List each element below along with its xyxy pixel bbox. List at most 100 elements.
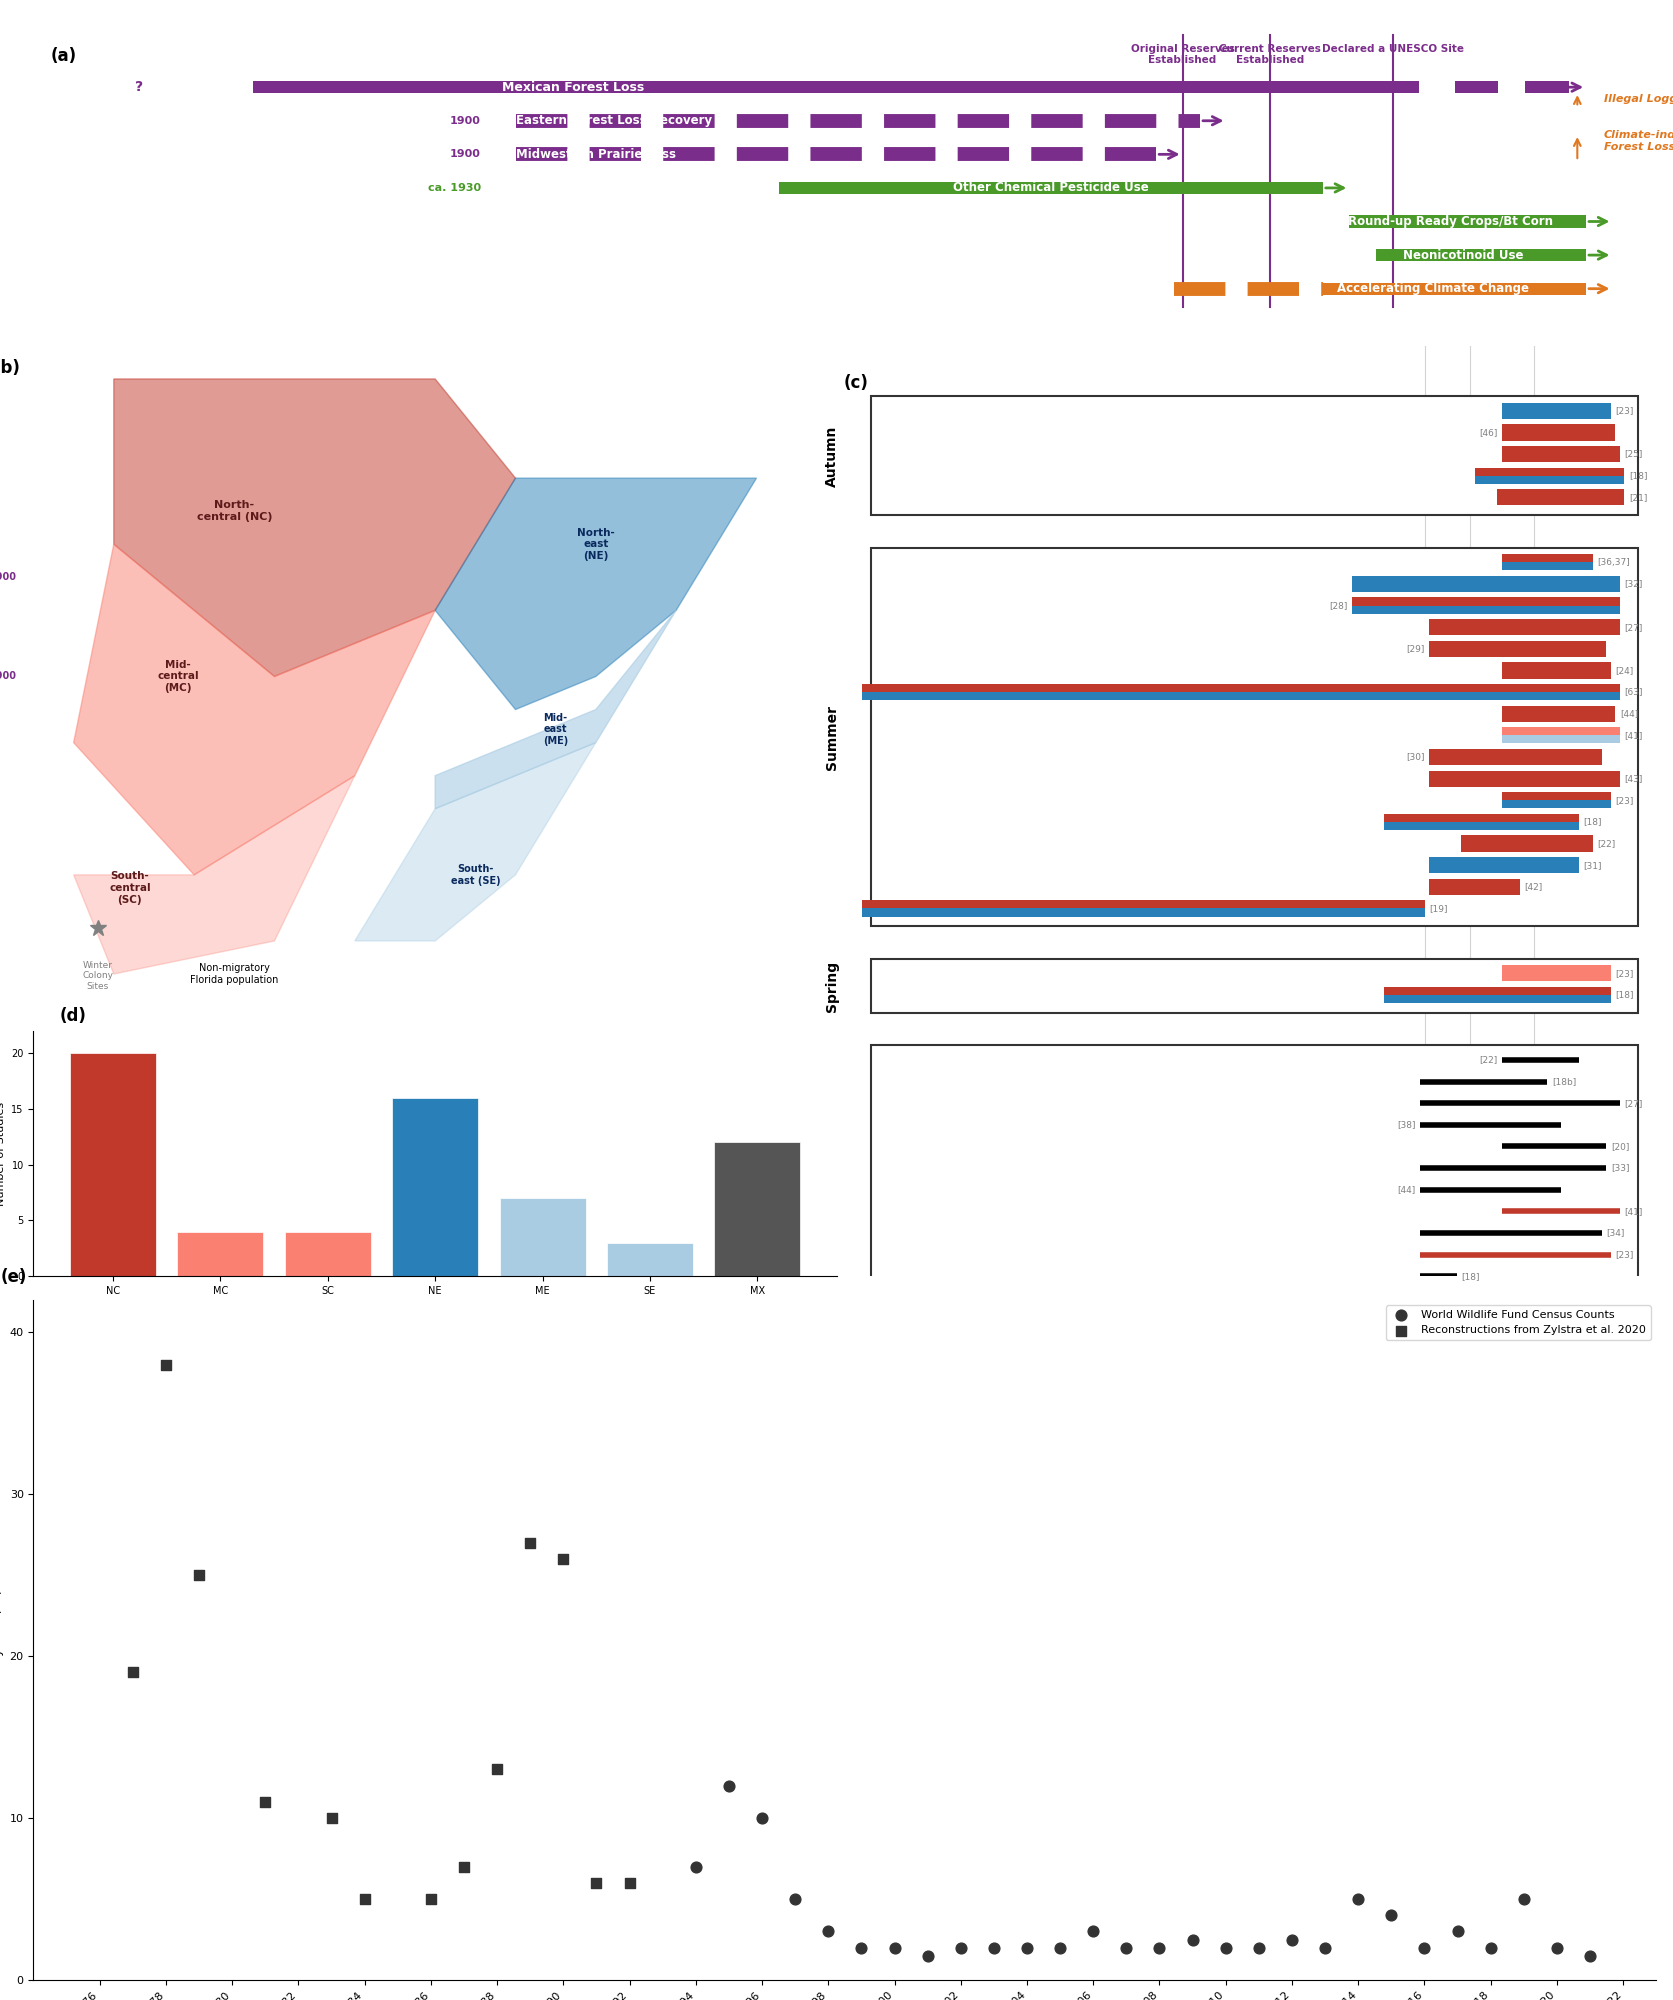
FancyBboxPatch shape [1461,836,1593,852]
Text: North-
central (NC): North- central (NC) [196,500,273,522]
FancyBboxPatch shape [1429,620,1619,636]
World Wildlife Fund Census Counts [1576,1940,1603,1972]
World Wildlife Fund Census Counts [1179,1924,1206,1956]
Text: (c): (c) [843,374,868,392]
Text: [19]: [19] [1429,904,1447,912]
FancyBboxPatch shape [1429,878,1521,894]
Bar [714,1142,800,1276]
FancyBboxPatch shape [1502,706,1616,722]
Text: Summer: Summer [825,704,840,770]
Text: [29]: [29] [1407,644,1425,654]
Reconstructions from Zylstra et al. 2020 [450,1850,477,1882]
Text: [23]: [23] [1616,968,1635,978]
Text: (a): (a) [50,46,77,64]
Text: Spring: Spring [825,960,840,1012]
Text: Neonicotinoid Use: Neonicotinoid Use [1404,248,1524,262]
World Wildlife Fund Census Counts [1444,1916,1471,1948]
Reconstructions from Zylstra et al. 2020 [253,1786,279,1818]
FancyBboxPatch shape [1524,82,1569,94]
FancyBboxPatch shape [1502,402,1611,418]
Text: (d): (d) [59,1008,85,1026]
Reconstructions from Zylstra et al. 2020 [418,1884,445,1916]
Y-axis label: Mexican Overwintering
Colony Size (ha): Mexican Overwintering Colony Size (ha) [0,1568,3,1712]
Text: [38]: [38] [1397,1120,1415,1130]
Text: [33]: [33] [1611,1164,1630,1172]
Text: Winter
Colony
Sites: Winter Colony Sites [82,960,114,990]
Polygon shape [114,378,515,676]
Reconstructions from Zylstra et al. 2020 [616,1866,642,1898]
Text: [28]: [28] [1330,602,1348,610]
Reconstructions from Zylstra et al. 2020 [483,1754,510,1786]
Text: Mexican Forest Loss: Mexican Forest Loss [502,80,644,94]
Text: Round-up Ready Crops/Bt Corn: Round-up Ready Crops/Bt Corn [1348,216,1553,228]
FancyBboxPatch shape [1384,822,1579,830]
Text: Accelerating Climate Change: Accelerating Climate Change [1337,282,1529,296]
FancyBboxPatch shape [1502,792,1611,800]
Text: Original Reserves
Established: Original Reserves Established [1131,44,1235,66]
Text: [18]: [18] [1630,472,1648,480]
Text: [23]: [23] [1616,1250,1635,1260]
Polygon shape [74,776,355,974]
Text: [23]: [23] [1616,796,1635,804]
Bar [177,1232,263,1276]
Reconstructions from Zylstra et al. 2020 [119,1656,146,1688]
Text: [18]: [18] [1461,1272,1479,1280]
World Wildlife Fund Census Counts [1511,1884,1537,1916]
World Wildlife Fund Census Counts [980,1932,1007,1964]
World Wildlife Fund Census Counts [1245,1932,1271,1964]
Text: [22]: [22] [1598,840,1616,848]
FancyBboxPatch shape [1502,800,1611,808]
Text: ?: ? [134,80,142,94]
Text: (e): (e) [2,1268,27,1286]
Text: 1900: 1900 [450,150,480,160]
FancyBboxPatch shape [862,692,1619,700]
Polygon shape [355,742,596,940]
FancyBboxPatch shape [1502,736,1619,744]
FancyBboxPatch shape [1384,996,1611,1004]
Text: (b): (b) [0,360,20,378]
Text: Eastern Forest Loss/Recovery: Eastern Forest Loss/Recovery [515,114,713,128]
World Wildlife Fund Census Counts [1410,1932,1437,1964]
Text: [63]: [63] [1624,688,1643,696]
Bar [500,1198,586,1276]
FancyBboxPatch shape [1429,640,1606,656]
World Wildlife Fund Census Counts [1345,1884,1372,1916]
World Wildlife Fund Census Counts [1213,1932,1240,1964]
World Wildlife Fund Census Counts [1146,1932,1173,1964]
Bar [607,1242,693,1276]
Text: [24]: [24] [1616,666,1633,674]
Text: [23]: [23] [1616,406,1635,416]
FancyBboxPatch shape [1352,606,1619,614]
FancyBboxPatch shape [862,908,1425,916]
Bar [70,1054,156,1276]
Reconstructions from Zylstra et al. 2020 [152,1348,179,1380]
Text: Illegal Logging: Illegal Logging [1604,94,1673,104]
Reconstructions from Zylstra et al. 2020 [550,1542,577,1574]
World Wildlife Fund Census Counts [683,1850,709,1882]
FancyBboxPatch shape [1474,476,1624,484]
World Wildlife Fund Census Counts [1312,1932,1338,1964]
FancyBboxPatch shape [872,548,1638,926]
FancyBboxPatch shape [1384,986,1611,996]
FancyBboxPatch shape [253,82,1419,94]
Bar [391,1098,478,1276]
Legend: World Wildlife Fund Census Counts, Reconstructions from Zylstra et al. 2020: World Wildlife Fund Census Counts, Recon… [1385,1306,1651,1340]
Text: South-
east (SE): South- east (SE) [450,864,500,886]
Y-axis label: Number of Studies: Number of Studies [0,1102,5,1206]
World Wildlife Fund Census Counts [750,1802,776,1834]
Text: Other Chemical Pesticide Use: Other Chemical Pesticide Use [954,182,1149,194]
Text: Autumn: Autumn [825,426,840,486]
FancyBboxPatch shape [780,182,1323,194]
Text: [30]: [30] [1407,752,1425,762]
Text: Non-migratory
Florida population: Non-migratory Florida population [191,964,278,984]
Text: [34]: [34] [1606,1228,1624,1238]
World Wildlife Fund Census Counts [1113,1932,1139,1964]
Text: [41]: [41] [1624,1206,1643,1216]
World Wildlife Fund Census Counts [882,1932,908,1964]
FancyBboxPatch shape [1375,250,1586,262]
Reconstructions from Zylstra et al. 2020 [351,1884,378,1916]
Text: [27]: [27] [1624,1098,1643,1108]
FancyBboxPatch shape [1502,446,1619,462]
Text: [44]: [44] [1619,710,1638,718]
World Wildlife Fund Census Counts [815,1916,842,1948]
